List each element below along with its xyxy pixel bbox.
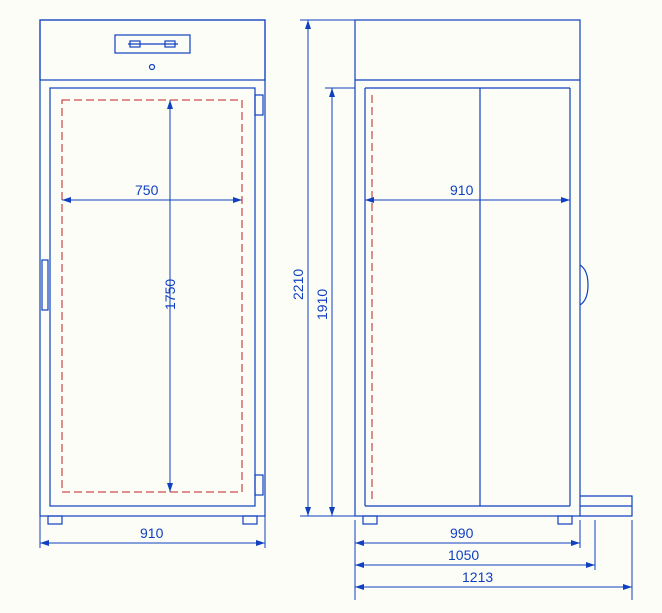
dim-side-depth-3: 1213 [462, 569, 493, 585]
dim-side-door-height: 1910 [314, 289, 330, 320]
dim-front-inner-height: 1750 [162, 279, 178, 310]
technical-drawing: 750 1750 910 910 [0, 0, 662, 613]
dim-front-inner-width: 750 [135, 182, 159, 198]
dim-front-outer-width: 910 [140, 525, 164, 541]
dim-side-total-height: 2210 [290, 269, 306, 300]
front-view: 750 1750 910 [40, 20, 265, 548]
dim-side-depth-2: 1050 [448, 547, 479, 563]
dim-side-depth-1: 990 [450, 525, 474, 541]
side-view: 910 2210 1910 990 1050 1213 [290, 20, 632, 600]
dim-side-inner-width: 910 [450, 182, 474, 198]
